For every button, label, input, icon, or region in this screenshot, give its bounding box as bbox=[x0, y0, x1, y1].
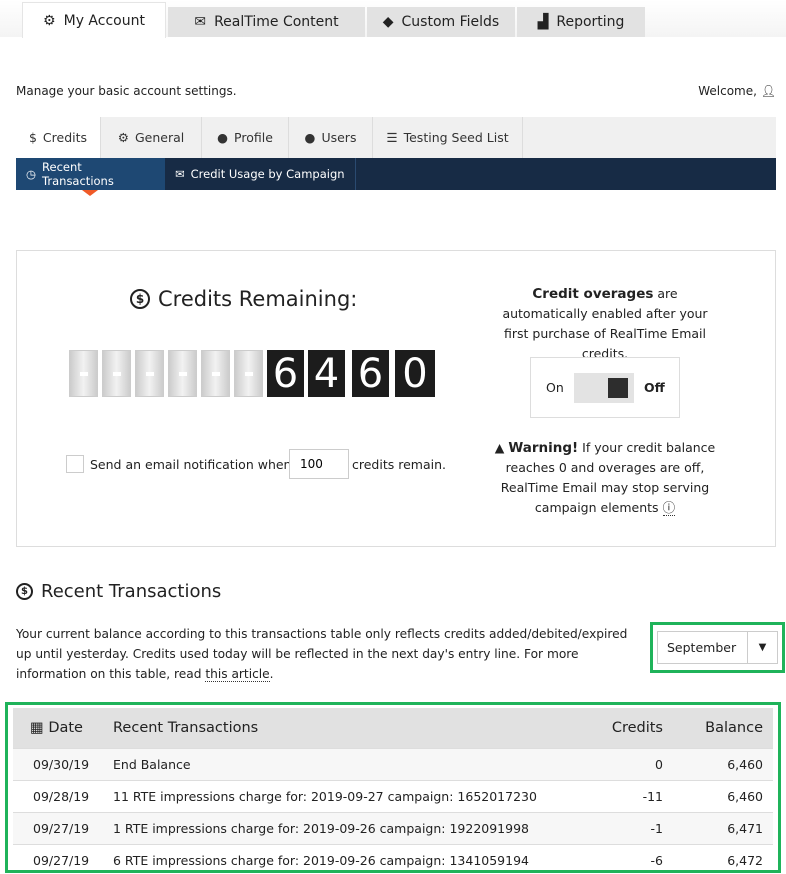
cell-balance: 6,472 bbox=[673, 843, 773, 870]
cell-credits: 0 bbox=[573, 747, 673, 780]
bar-chart-icon: ▟ bbox=[537, 14, 549, 30]
dollar-circle-icon: $ bbox=[130, 289, 150, 309]
table-row: 09/27/19 6 RTE impressions charge for: 20… bbox=[13, 843, 773, 870]
sub-tab-users[interactable]: ● Users bbox=[289, 117, 373, 158]
user-icon: ● bbox=[217, 130, 229, 145]
dollar-circle-icon: $ bbox=[28, 130, 37, 145]
digit: 0 bbox=[395, 350, 435, 397]
cell-date: 09/30/19 bbox=[13, 747, 113, 780]
overages-toggle[interactable] bbox=[574, 373, 634, 403]
warning-icon: ▲ bbox=[494, 440, 505, 455]
envelope-icon: ✉ bbox=[175, 167, 185, 181]
digit: 6 bbox=[352, 350, 389, 397]
notify-threshold-input[interactable] bbox=[289, 449, 349, 479]
toggle-knob[interactable] bbox=[608, 378, 628, 398]
col-date[interactable]: ▦ Date bbox=[13, 708, 113, 748]
credits-card bbox=[16, 250, 776, 547]
transactions-heading: $ Recent Transactions bbox=[16, 581, 221, 602]
toggle-on-label: On bbox=[546, 380, 564, 395]
digit: 6 bbox=[267, 350, 304, 397]
tag-icon: ◆ bbox=[382, 14, 394, 30]
digit-blank bbox=[69, 350, 98, 397]
desc-text: Your current balance according to this t… bbox=[16, 627, 628, 681]
cell-credits: -6 bbox=[573, 843, 673, 870]
sub-tab-general[interactable]: ⚙ General bbox=[101, 117, 202, 158]
cell-date: 09/27/19 bbox=[13, 843, 113, 870]
digit-blank bbox=[135, 350, 164, 397]
welcome-text: Welcome, bbox=[698, 84, 757, 98]
table-row: 09/30/19 End Balance 0 6,460 bbox=[13, 747, 773, 780]
intro-text: Manage your basic account settings. bbox=[16, 84, 237, 98]
top-tab-bar: ⚙ My Account ✉ RealTime Content ◆ Custom Fi… bbox=[0, 0, 786, 38]
article-link[interactable]: this article bbox=[205, 667, 270, 682]
clock-icon: ◷ bbox=[26, 167, 37, 181]
welcome: Welcome, 👤︎ bbox=[698, 84, 776, 98]
overages-desc: are automatically enabled after your fir… bbox=[502, 286, 708, 361]
table-header: ▦ Date Recent Transactions Credits Balan… bbox=[13, 708, 773, 748]
list-icon: ☰ bbox=[386, 130, 398, 145]
notify-checkbox[interactable] bbox=[66, 455, 84, 473]
digit-blank bbox=[201, 350, 230, 397]
cell-balance: 6,460 bbox=[673, 779, 773, 812]
envelope-icon: ✉ bbox=[194, 14, 207, 30]
sub-tab-credits[interactable]: $ Credits bbox=[16, 117, 101, 158]
transactions-desc: Your current balance according to this t… bbox=[16, 624, 641, 684]
gear-icon: ⚙ bbox=[43, 12, 56, 29]
cell-balance: 6,460 bbox=[673, 747, 773, 780]
sub-tab-testing-seed-list[interactable]: ☰ Testing Seed List bbox=[373, 117, 523, 158]
digit-blank bbox=[234, 350, 263, 397]
cell-credits: -1 bbox=[573, 811, 673, 844]
cell-desc: 11 RTE impressions charge for: 2019-09-2… bbox=[113, 779, 573, 812]
transactions-table-highlight: ▦ Date Recent Transactions Credits Balan… bbox=[5, 702, 781, 873]
toggle-off-label: Off bbox=[644, 380, 665, 395]
credits-nav: ◷ Recent Transactions ✉ Credit Usage by Ca… bbox=[16, 158, 776, 190]
cell-balance: 6,471 bbox=[673, 811, 773, 844]
month-value: September bbox=[667, 640, 737, 655]
cell-desc: End Balance bbox=[113, 747, 573, 780]
sub-tab-profile[interactable]: ● Profile bbox=[202, 117, 289, 158]
users-icon: ● bbox=[304, 130, 316, 145]
month-select-highlight: September ▼ bbox=[650, 622, 785, 673]
notify-label: Send an email notification when bbox=[90, 457, 292, 472]
tab-custom-fields[interactable]: ◆ Custom Fields bbox=[367, 7, 515, 37]
help-icon[interactable]: ⓘ bbox=[662, 500, 676, 516]
col-description[interactable]: Recent Transactions bbox=[113, 708, 573, 748]
tab-realtime-content[interactable]: ✉ RealTime Content bbox=[168, 7, 365, 37]
cell-desc: 6 RTE impressions charge for: 2019-09-26… bbox=[113, 843, 573, 870]
dollar-circle-icon: $ bbox=[16, 583, 33, 600]
col-credits[interactable]: Credits bbox=[573, 708, 673, 748]
digit-blank bbox=[102, 350, 131, 397]
gear-icon: ⚙ bbox=[117, 130, 129, 145]
col-balance[interactable]: Balance bbox=[673, 708, 773, 748]
notify-suffix: credits remain. bbox=[352, 457, 446, 472]
overages-toggle-box: On Off bbox=[530, 357, 680, 418]
desc-end: . bbox=[269, 667, 274, 681]
credits-title: $ Credits Remaining: bbox=[130, 287, 357, 311]
cell-credits: -11 bbox=[573, 779, 673, 812]
digit: 4 bbox=[308, 350, 345, 397]
active-marker bbox=[82, 190, 98, 196]
chevron-down-icon[interactable]: ▼ bbox=[747, 632, 777, 663]
overages-bold: Credit overages bbox=[532, 286, 654, 302]
nav-credit-usage-by-campaign[interactable]: ✉ Credit Usage by Campaign bbox=[165, 158, 356, 190]
table-row: 09/27/19 1 RTE impressions charge for: 20… bbox=[13, 811, 773, 844]
cell-desc: 1 RTE impressions charge for: 2019-09-26… bbox=[113, 811, 573, 844]
overages-text: Credit overages are automatically enable… bbox=[490, 284, 720, 364]
tab-reporting[interactable]: ▟ Reporting bbox=[517, 7, 645, 37]
calendar-icon: ▦ bbox=[30, 719, 44, 736]
cell-date: 09/28/19 bbox=[13, 779, 113, 812]
digit-blank bbox=[168, 350, 197, 397]
table-row: 09/28/19 11 RTE impressions charge for: 2… bbox=[13, 779, 773, 812]
warning-text: ▲ Warning! If your credit balance reache… bbox=[490, 438, 720, 518]
nav-recent-transactions[interactable]: ◷ Recent Transactions bbox=[16, 158, 165, 190]
sub-tab-bar: $ Credits ⚙ General ● Profile ● Users ☰ Testi… bbox=[16, 117, 776, 158]
cell-date: 09/27/19 bbox=[13, 811, 113, 844]
transactions-table: ▦ Date Recent Transactions Credits Balan… bbox=[13, 708, 773, 870]
month-select[interactable]: September ▼ bbox=[657, 631, 778, 664]
warning-bold: Warning! bbox=[508, 440, 579, 456]
warning-desc: If your credit balance reaches 0 and ove… bbox=[500, 440, 716, 515]
tab-my-account[interactable]: ⚙ My Account bbox=[22, 2, 166, 38]
user-icon[interactable]: 👤︎ bbox=[760, 84, 776, 98]
